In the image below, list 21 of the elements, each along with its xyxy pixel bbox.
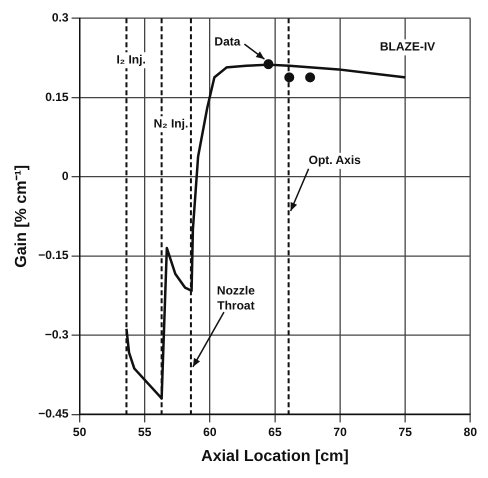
y-tick-label: 0.15 bbox=[45, 90, 69, 104]
y-tick-label: −0.45 bbox=[38, 406, 69, 421]
y-tick-label: 0 bbox=[62, 168, 69, 183]
ref-line-label: N₂ Inj. bbox=[154, 116, 188, 131]
x-tick-label: 55 bbox=[138, 424, 152, 439]
ref-line-label: Opt. Axis bbox=[308, 153, 362, 168]
x-tick-label: 80 bbox=[464, 424, 478, 439]
x-tick-label: 60 bbox=[203, 424, 217, 439]
x-tick-label: 70 bbox=[333, 424, 348, 439]
x-axis-title: Axial Location [cm] bbox=[201, 448, 349, 465]
text: Data bbox=[214, 34, 241, 48]
x-tick-label: 65 bbox=[268, 424, 282, 439]
ref-line-label: I₂ Inj. bbox=[116, 52, 146, 67]
y-tick-label: −0.3 bbox=[44, 327, 69, 342]
series-label: BLAZE-IV bbox=[380, 40, 436, 54]
y-axis-title: Gain [% cm⁻¹] bbox=[13, 164, 30, 268]
x-tick-label: 50 bbox=[72, 424, 87, 439]
x-tick-label: 75 bbox=[398, 424, 412, 439]
y-tick-label: −0.15 bbox=[38, 248, 69, 262]
y-tick-label: 0.3 bbox=[52, 10, 69, 25]
ref-line-label: Nozzle Throat bbox=[216, 283, 256, 312]
